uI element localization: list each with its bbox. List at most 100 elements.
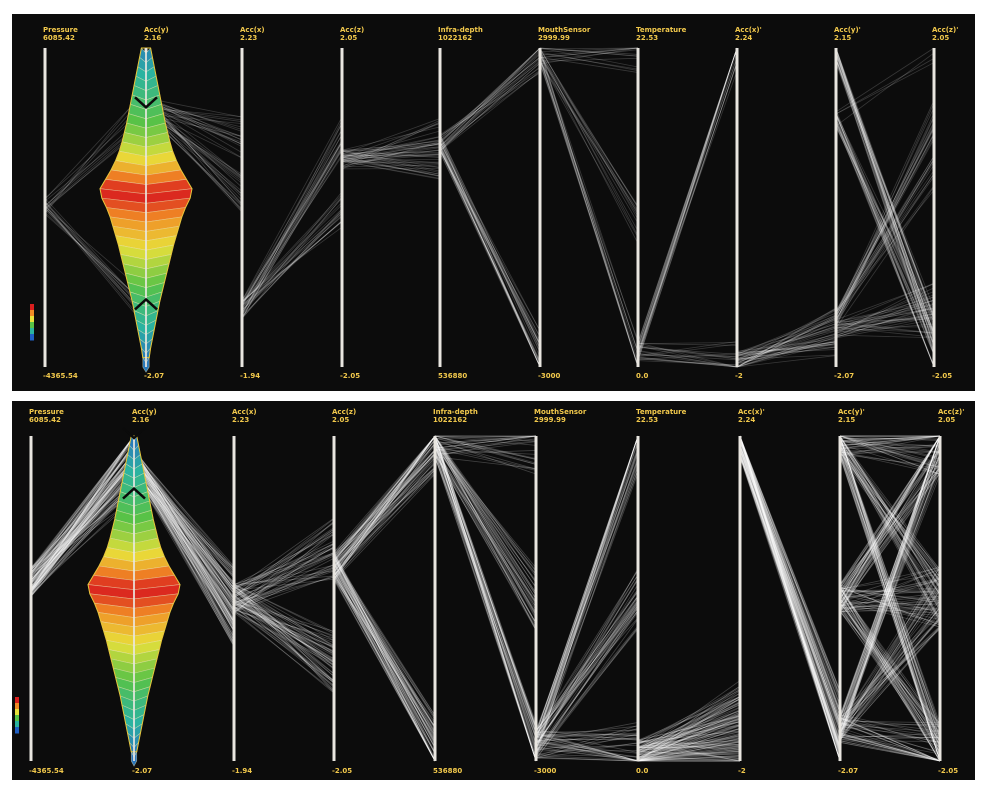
polyline-segment — [736, 349, 837, 355]
polyline-segment — [333, 468, 436, 565]
polyline-segment — [30, 435, 135, 590]
polyline-segment — [241, 220, 343, 311]
polyline-segment — [637, 724, 741, 743]
polyline-segment — [539, 52, 639, 343]
polyline-segment — [333, 558, 436, 738]
polyline-segment — [439, 138, 541, 342]
polyline-segment — [535, 617, 639, 733]
polyline-segment — [839, 580, 941, 601]
polyline-segment — [539, 54, 639, 244]
polyline-segment — [839, 589, 941, 729]
polyline-segment — [434, 445, 537, 739]
polyline-segment — [637, 688, 741, 755]
polyline-segment — [739, 435, 841, 750]
polyline-segment — [341, 119, 441, 168]
polyline-segment — [739, 448, 841, 718]
polyline-segment — [637, 735, 741, 762]
polyline-segment — [739, 440, 841, 724]
polyline-segment — [133, 469, 235, 600]
polyline-segment — [839, 445, 941, 606]
polyline-segment — [835, 125, 935, 323]
polyline-segment — [835, 60, 935, 356]
polyline-segment — [341, 126, 441, 151]
polyline-segment — [333, 560, 436, 731]
polyline-segment — [835, 47, 935, 348]
polyline-segment — [839, 595, 941, 762]
polyline-segment — [233, 611, 335, 666]
polyline-segment — [233, 518, 335, 597]
polyline-segment — [839, 467, 941, 595]
polyline-segment — [637, 717, 741, 759]
polyline-segment — [535, 435, 639, 735]
polyline-segment — [739, 438, 841, 753]
polyline-segment — [535, 607, 639, 732]
polyline-segment — [341, 153, 441, 159]
polyline-segment — [835, 126, 935, 324]
polyline-segment — [233, 555, 335, 604]
polyline-segment — [839, 627, 941, 740]
polyline-segment — [835, 173, 935, 324]
polyline-segment — [637, 47, 738, 355]
polyline-segment — [439, 146, 541, 344]
polyline-segment — [835, 47, 935, 354]
polyline-segment — [835, 113, 935, 368]
polyline-segment — [637, 346, 738, 358]
polyline-segment — [434, 441, 537, 593]
polyline-segment — [839, 438, 941, 620]
polyline-segment — [439, 140, 541, 349]
polyline-segment — [736, 333, 837, 360]
polyline-segment — [133, 448, 235, 612]
polyline-layer — [30, 435, 941, 762]
polyline-segment — [30, 452, 135, 582]
polyline-segment — [439, 47, 541, 147]
polyline-segment — [839, 447, 941, 716]
polyline-segment — [839, 592, 941, 613]
polyline-segment — [839, 587, 941, 592]
polyline-segment — [434, 456, 537, 762]
polyline-segment — [535, 459, 639, 737]
polyline-segment — [839, 463, 941, 730]
polyline-segment — [133, 463, 235, 589]
polyline-segment — [133, 473, 235, 583]
polyline-segment — [434, 446, 537, 616]
polyline-segment — [736, 344, 837, 354]
polyline-segment — [241, 208, 343, 303]
polyline-segment — [434, 446, 537, 762]
polyline-segment — [637, 341, 738, 356]
polyline-segment — [44, 204, 147, 328]
polyline-segment — [739, 446, 841, 762]
polyline-segment — [233, 606, 335, 684]
polyline-segment — [133, 448, 235, 592]
polyline-segment — [133, 448, 235, 631]
axis-name-label: Acc(z)' — [938, 408, 964, 416]
polyline-segment — [839, 733, 941, 762]
axis-max-label: 2999.99 — [534, 416, 566, 424]
polyline-segment — [341, 153, 441, 175]
polyline-segment — [233, 609, 335, 683]
polyline-segment — [233, 567, 335, 597]
polyline-segment — [739, 456, 841, 752]
polyline-segment — [333, 561, 436, 744]
axis-min-label: -2.05 — [332, 767, 352, 775]
polyline-segment — [839, 589, 941, 593]
axis-name-label: Pressure — [43, 26, 78, 34]
polyline-segment — [233, 600, 335, 632]
polyline-segment — [835, 54, 935, 335]
polyline-segment — [839, 453, 941, 762]
polyline-segment — [434, 441, 537, 729]
polyline-segment — [539, 48, 639, 368]
polyline-segment — [736, 323, 837, 354]
polyline-segment — [434, 435, 537, 745]
polyline-segment — [739, 442, 841, 696]
polyline-segment — [241, 209, 343, 319]
polyline-segment — [145, 95, 243, 141]
polyline-segment — [30, 461, 135, 571]
polyline-segment — [839, 733, 941, 762]
polyline-segment — [736, 339, 837, 368]
polyline-segment — [30, 483, 135, 593]
polyline-segment — [839, 435, 941, 589]
polyline-segment — [241, 212, 343, 303]
polyline-segment — [333, 453, 436, 561]
polyline-segment — [434, 435, 537, 446]
polyline-segment — [835, 114, 935, 349]
